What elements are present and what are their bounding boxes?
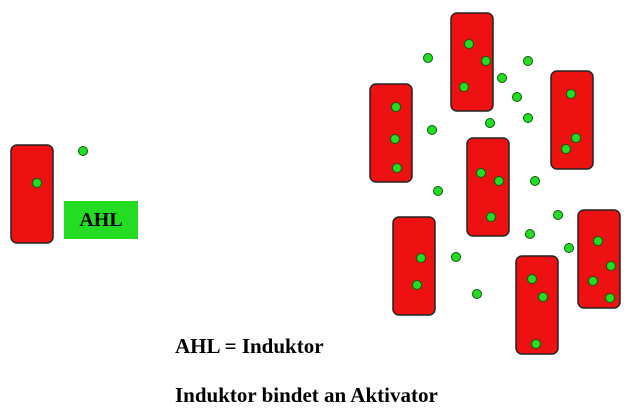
ahl-label-text: AHL — [79, 208, 123, 231]
ahl-molecule — [464, 39, 474, 49]
ahl-molecule — [530, 176, 540, 186]
ahl-molecule — [476, 168, 486, 178]
cell-population-group — [369, 12, 621, 355]
ahl-molecule — [433, 186, 443, 196]
ahl-molecule — [531, 339, 541, 349]
ahl-molecule — [481, 56, 491, 66]
ahl-molecule — [523, 56, 533, 66]
ahl-molecule — [486, 212, 496, 222]
ahl-molecule — [538, 292, 548, 302]
ahl-molecule — [390, 134, 400, 144]
ahl-label: AHL — [64, 201, 138, 239]
bacterium-cell — [369, 83, 413, 183]
ahl-molecule — [561, 144, 571, 154]
single-cell-group — [10, 144, 88, 244]
bacterium-cell — [466, 137, 510, 237]
ahl-molecule — [525, 229, 535, 239]
ahl-molecule — [427, 125, 437, 135]
ahl-molecule — [571, 133, 581, 143]
bacterium-cell — [577, 209, 621, 309]
ahl-molecule — [451, 252, 461, 262]
ahl-molecule — [605, 293, 615, 303]
bacterium-cell — [550, 70, 594, 170]
ahl-molecule — [566, 89, 576, 99]
bacterium-cell — [392, 216, 436, 316]
ahl-molecule — [78, 146, 88, 156]
ahl-molecule — [527, 274, 537, 284]
ahl-molecule — [392, 163, 402, 173]
ahl-molecule — [472, 289, 482, 299]
ahl-molecule — [512, 92, 522, 102]
ahl-molecule — [593, 236, 603, 246]
ahl-molecule — [564, 243, 574, 253]
ahl-molecule — [459, 82, 469, 92]
ahl-molecule — [423, 53, 433, 63]
ahl-molecule — [606, 261, 616, 271]
bacterium-cell — [515, 255, 559, 355]
caption-ahl-inductor: AHL = Induktor — [175, 334, 324, 358]
bacterium-cell — [10, 144, 54, 244]
ahl-molecule — [32, 178, 42, 188]
ahl-molecule — [494, 176, 504, 186]
ahl-molecule — [485, 118, 495, 128]
ahl-molecule — [412, 280, 422, 290]
ahl-molecule — [588, 276, 598, 286]
ahl-molecule — [391, 102, 401, 112]
ahl-molecule — [553, 210, 563, 220]
caption-inductor-binds-activator: Induktor bindet an Aktivator — [175, 383, 438, 407]
ahl-molecule — [416, 253, 426, 263]
ahl-molecule — [497, 73, 507, 83]
ahl-molecule — [523, 113, 533, 123]
